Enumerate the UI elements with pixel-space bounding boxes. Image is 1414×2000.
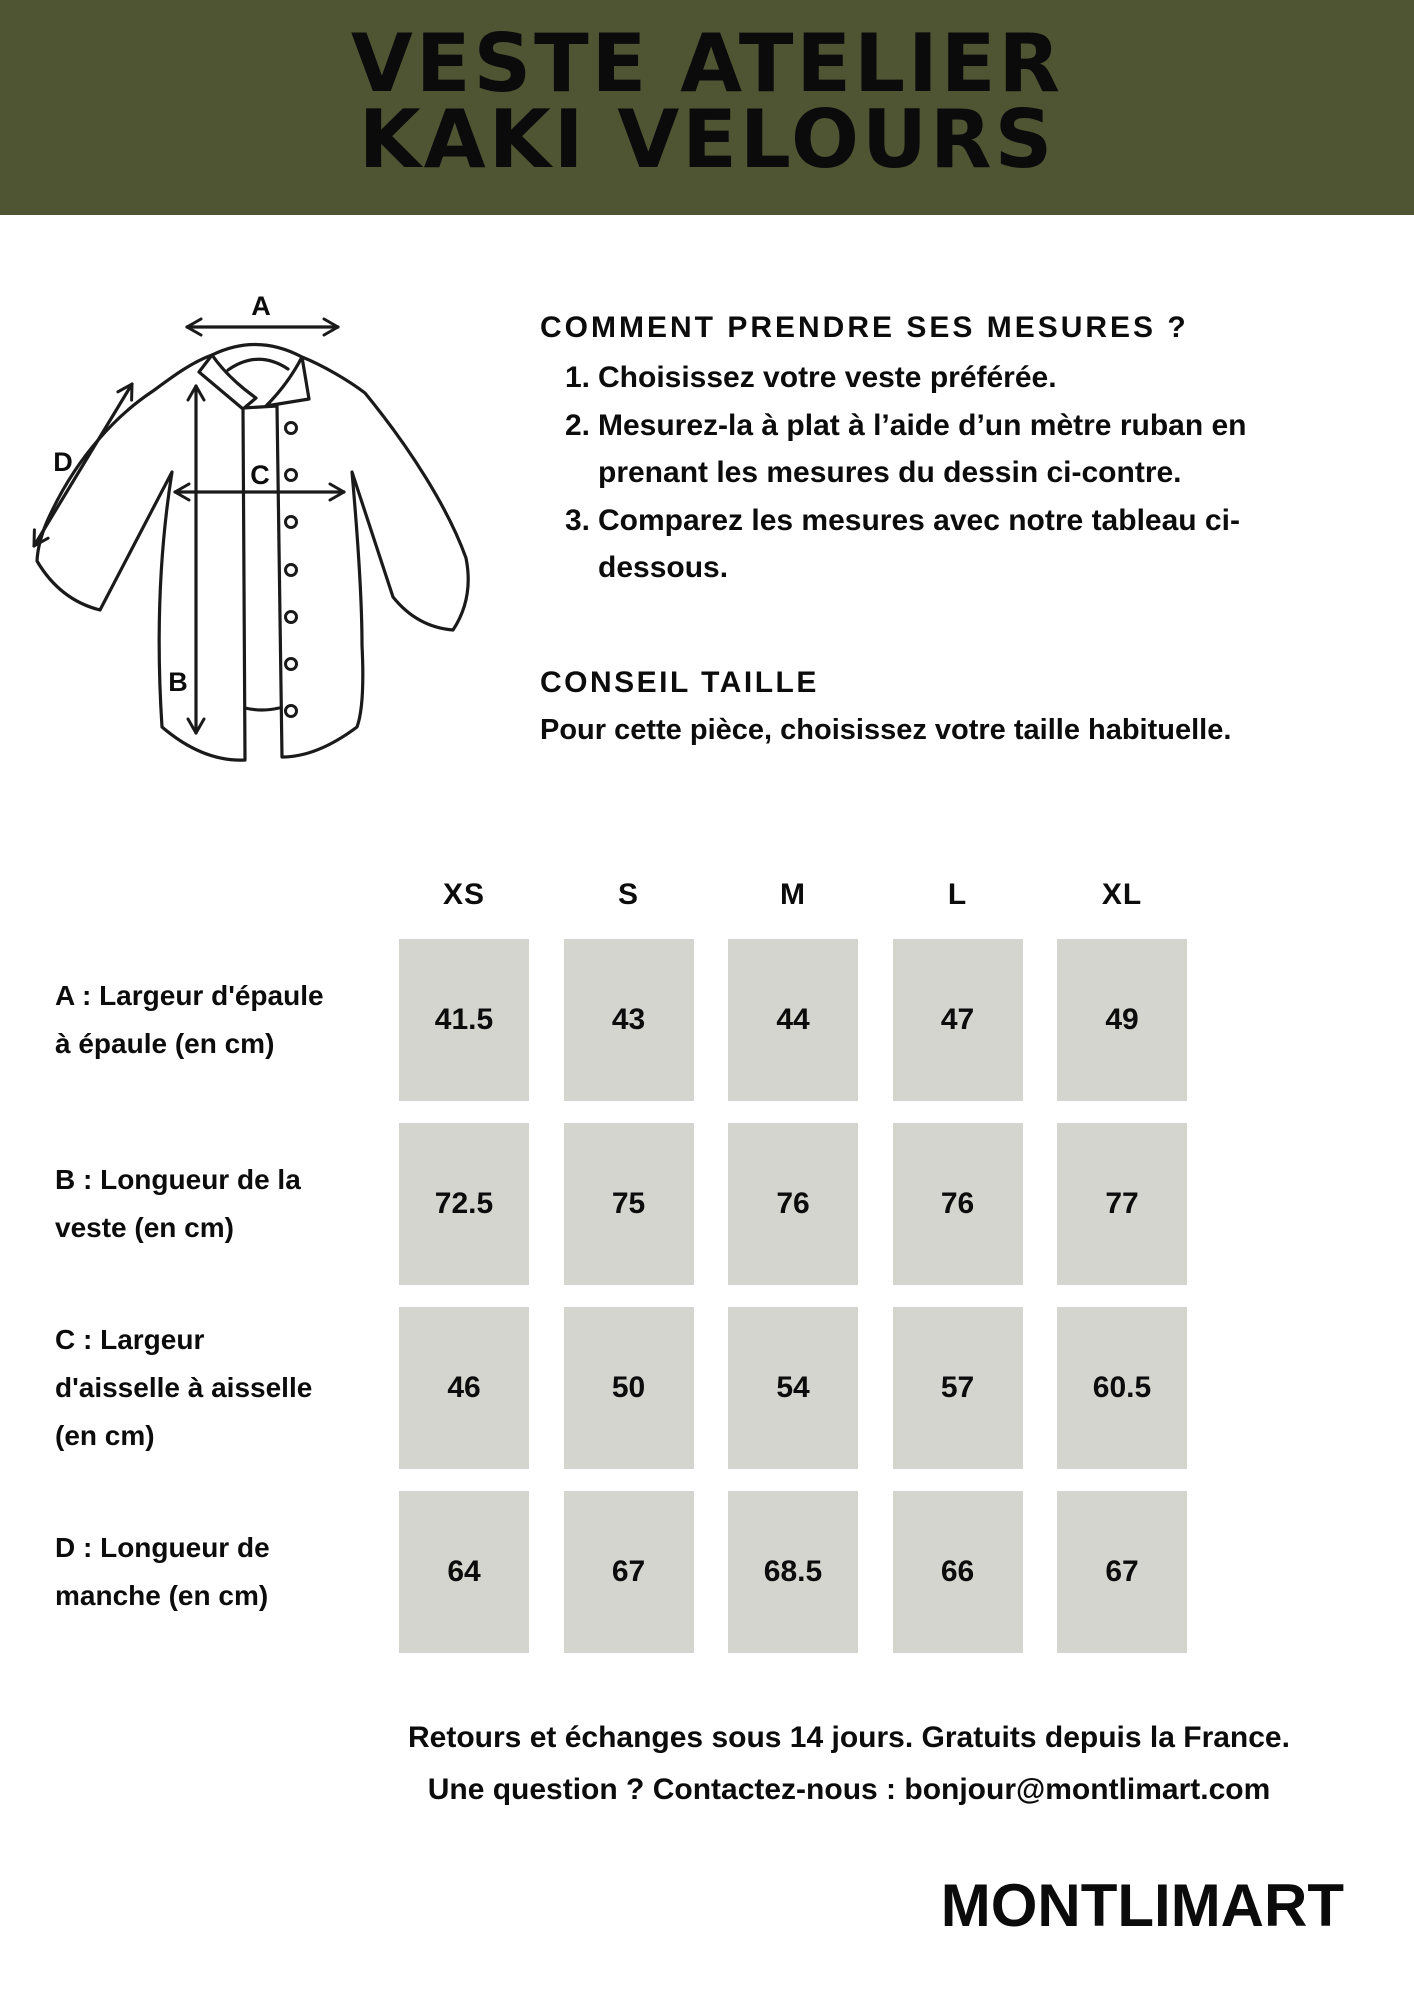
step-number: 2. [565,408,591,442]
row-label-line: A : Largeur d'épaule [55,980,324,1011]
button-row [284,421,298,718]
row-label-d: D : Longueur de manche (en cm) [55,1491,395,1653]
cell-d-s: 67 [563,1491,694,1653]
cell-b-s: 75 [563,1123,694,1285]
step-text: Mesurez-la à plat à l’aide d’un mètre ru… [598,408,1247,490]
page-title-line2: KAKI VELOURS [358,93,1056,186]
row-label-c: C : Largeur d'aisselle à aisselle (en cm… [55,1307,395,1469]
size-advice-heading: CONSEIL TAILLE [540,665,819,699]
jacket-drawing [35,342,470,762]
howto-step: 2. Mesurez-la à plat à l’aide d’un mètre… [565,402,1302,497]
size-header-s: S [617,878,639,911]
size-advice-text: Pour cette pièce, choisissez votre taill… [540,713,1232,746]
jacket-outline [35,342,470,762]
table-row-b: 72.5 75 76 76 77 [399,1123,1187,1285]
size-header-row: XS S M L XL [399,877,1187,913]
cell-d-xl: 67 [1057,1491,1187,1653]
size-header-l: L [947,878,968,911]
row-label-line: à épaule (en cm) [55,1028,275,1059]
step-text: Choisissez votre veste préférée. [598,361,1057,394]
howto-step: 1. Choisissez votre veste préférée. [565,354,1302,402]
cell-b-xl: 77 [1057,1123,1187,1285]
label-d: D [53,447,73,477]
returns-text: Retours et échanges sous 14 jours. Gratu… [408,1721,1290,1754]
label-b: B [168,667,188,697]
cell-b-m: 76 [728,1123,858,1285]
cell-b-xs: 72.5 [399,1123,529,1285]
table-row-a: 41.5 43 44 47 49 [399,939,1187,1101]
row-label-a: A : Largeur d'épaule à épaule (en cm) [55,939,395,1101]
howto-steps: 1. Choisissez votre veste préférée. 2. M… [540,354,1302,592]
row-label-line: d'aisselle à aisselle [55,1372,313,1403]
cell-a-s: 43 [563,939,694,1101]
row-label-line: B : Longueur de la [55,1164,301,1195]
cell-d-m: 68.5 [728,1491,858,1653]
howto-heading: COMMENT PRENDRE SES MESURES ? [540,311,1189,344]
page-title-line1: VESTE ATELIER [350,17,1064,110]
step-text: Comparez les mesures avec notre tableau … [598,503,1240,585]
contact-text: Une question ? Contactez-nous : bonjour@… [427,1773,1271,1806]
cell-d-l: 66 [892,1491,1023,1653]
jacket-collar-right [264,355,311,408]
brand-logo: MONTLIMART [940,1872,1344,1939]
cell-a-xs: 41.5 [399,939,529,1101]
jacket-neckline [226,357,290,372]
row-label-line: C : Largeur [55,1324,205,1355]
table-row-c: 46 50 54 57 60.5 [399,1307,1187,1469]
cell-c-xs: 46 [399,1307,529,1469]
howto-step: 3. Comparez les mesures avec notre table… [565,497,1302,592]
size-header-m: M [780,878,806,911]
table-row-d: 64 67 68.5 66 67 [399,1491,1187,1653]
row-label-line: D : Longueur de [55,1532,270,1563]
row-label-line: manche (en cm) [55,1580,269,1611]
step-number: 1. [565,361,591,394]
howto-section: COMMENT PRENDRE SES MESURES ? 1. Choisis… [540,310,1302,751]
label-a: A [251,291,271,321]
cell-c-m: 54 [728,1307,858,1469]
cell-b-l: 76 [892,1123,1023,1285]
row-label-line: veste (en cm) [55,1212,234,1243]
size-header-xl: XL [1101,878,1143,911]
size-header-xs: XS [442,878,486,911]
cell-d-xs: 64 [399,1491,529,1653]
jacket-collar-left [197,353,258,411]
step-number: 3. [565,503,591,537]
cell-c-s: 50 [563,1307,694,1469]
cell-c-l: 57 [892,1307,1023,1469]
jacket-measurement-diagram: A D C B [32,291,470,762]
cell-a-m: 44 [728,939,858,1101]
measurement-labels: A D C B [53,291,271,697]
page-title: VESTE ATELIER KAKI VELOURS [0,0,1414,186]
measurement-arrows [32,317,346,735]
jacket-inner-hem [243,706,281,712]
arrow-d [32,382,134,548]
label-c: C [250,460,270,490]
row-label-b: B : Longueur de la veste (en cm) [55,1123,395,1285]
banner: VESTE ATELIER KAKI VELOURS [0,0,1414,215]
cell-c-xl: 60.5 [1057,1307,1187,1469]
footer-note: Retours et échanges sous 14 jours. Gratu… [353,1712,1345,1816]
cell-a-xl: 49 [1057,939,1187,1101]
row-label-line: (en cm) [55,1420,155,1451]
cell-a-l: 47 [892,939,1023,1101]
